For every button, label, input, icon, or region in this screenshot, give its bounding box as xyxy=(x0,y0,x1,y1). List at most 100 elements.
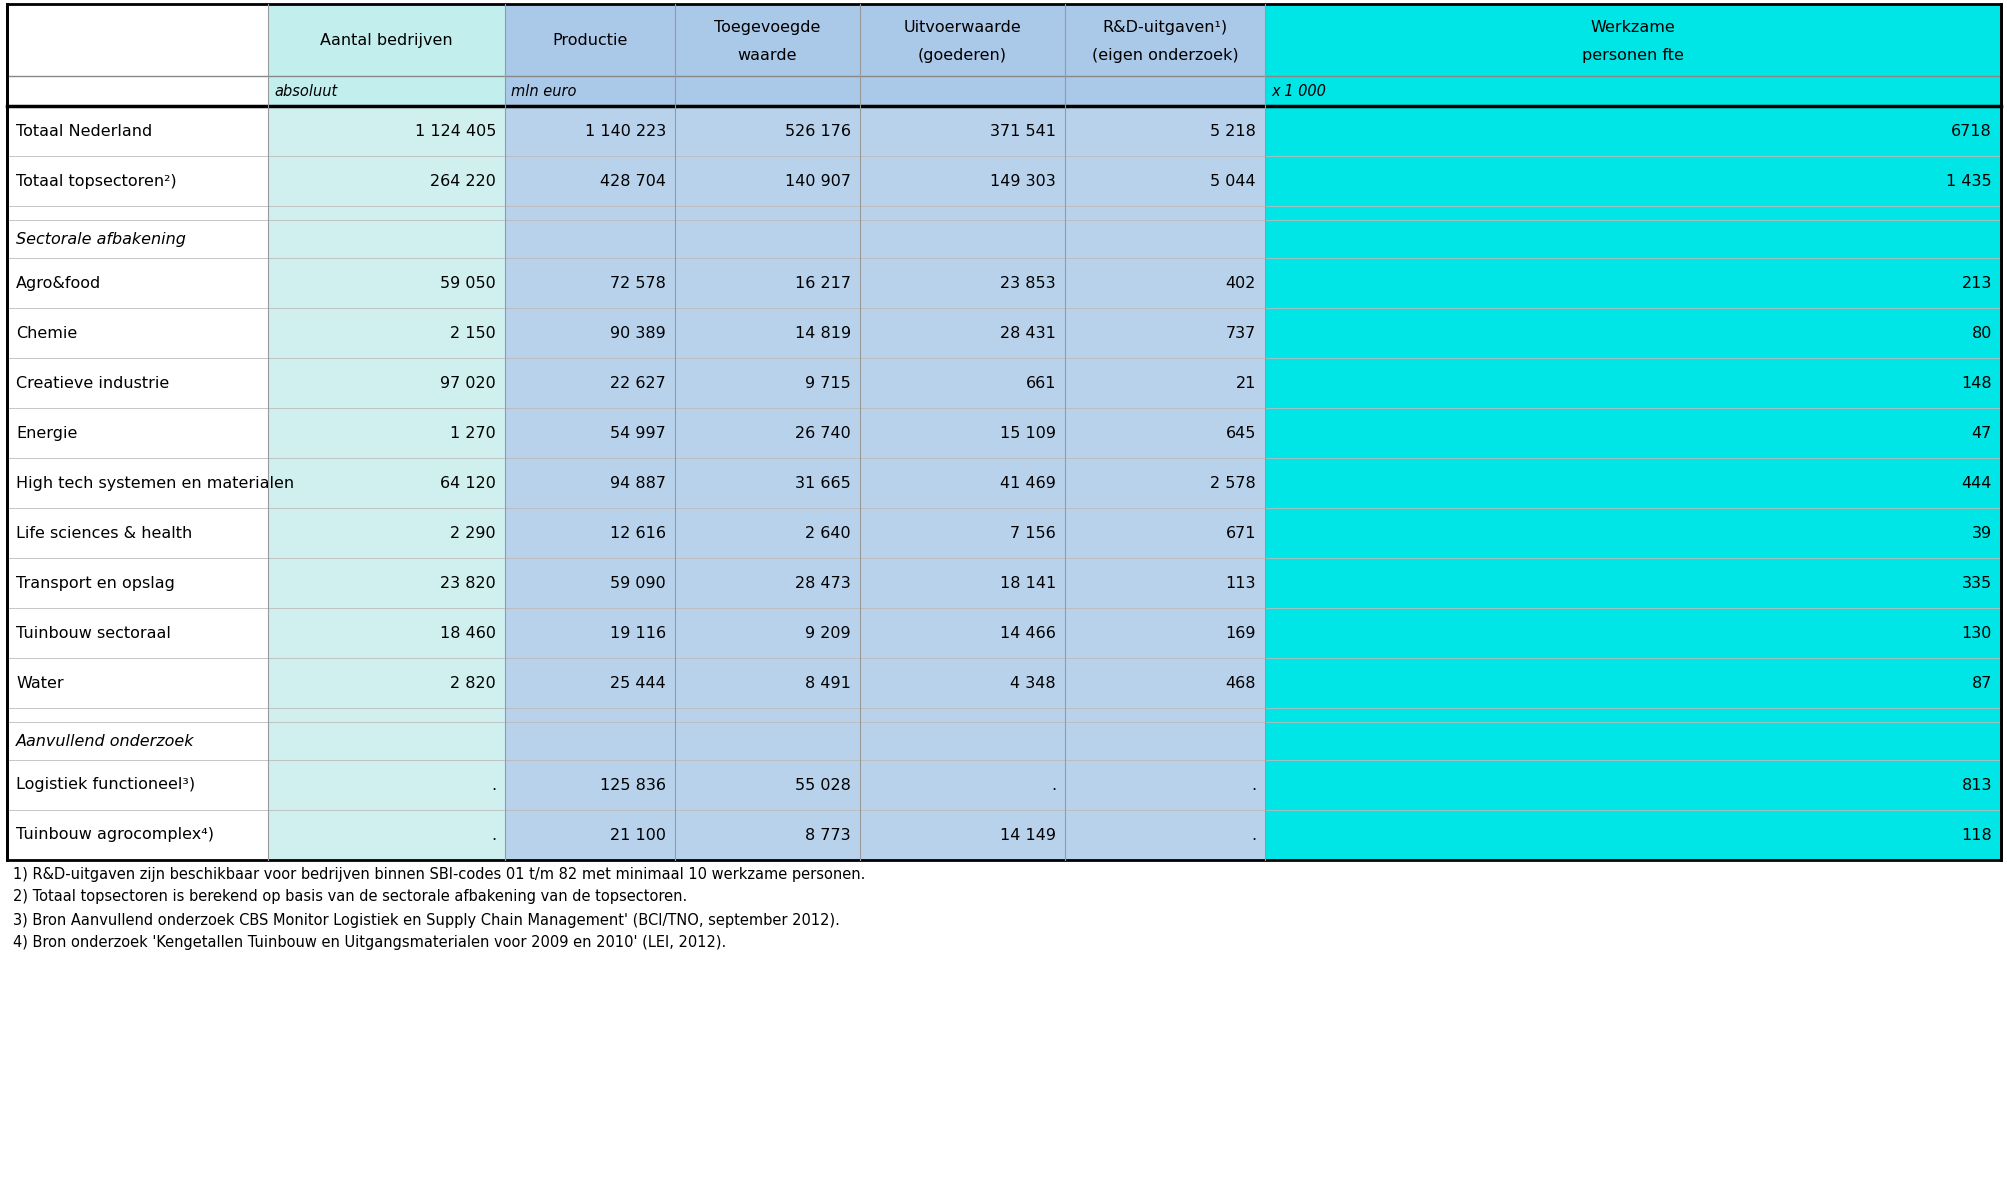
Bar xyxy=(674,508,859,558)
Bar xyxy=(6,458,267,508)
Text: Creatieve industrie: Creatieve industrie xyxy=(16,375,169,391)
Bar xyxy=(1264,308,2001,358)
Text: 113: 113 xyxy=(1224,576,1254,590)
Bar xyxy=(1064,760,1264,810)
Bar xyxy=(504,722,674,760)
Bar xyxy=(1064,508,1264,558)
Text: 213: 213 xyxy=(1961,276,1991,290)
Text: 15 109: 15 109 xyxy=(999,425,1056,441)
Text: Productie: Productie xyxy=(552,32,628,48)
Bar xyxy=(674,722,859,760)
Bar xyxy=(674,707,859,722)
Text: Energie: Energie xyxy=(16,425,78,441)
Bar xyxy=(674,4,859,76)
Text: 1 140 223: 1 140 223 xyxy=(584,123,666,139)
Text: mln euro: mln euro xyxy=(510,84,576,98)
Text: 4 348: 4 348 xyxy=(1010,675,1056,691)
Text: 169: 169 xyxy=(1224,625,1254,641)
Bar xyxy=(6,658,267,707)
Bar xyxy=(1064,206,1264,220)
Bar xyxy=(1264,558,2001,608)
Bar xyxy=(674,760,859,810)
Text: 21: 21 xyxy=(1234,375,1254,391)
Text: 14 819: 14 819 xyxy=(795,325,851,341)
Text: 402: 402 xyxy=(1224,276,1254,290)
Text: Uitvoerwaarde: Uitvoerwaarde xyxy=(903,20,1022,36)
Text: 18 141: 18 141 xyxy=(999,576,1056,590)
Bar xyxy=(1264,206,2001,220)
Bar xyxy=(504,308,674,358)
Text: 4) Bron onderzoek 'Kengetallen Tuinbouw en Uitgangsmaterialen voor 2009 en 2010': 4) Bron onderzoek 'Kengetallen Tuinbouw … xyxy=(12,936,727,950)
Bar xyxy=(859,4,1064,76)
Bar xyxy=(1064,358,1264,407)
Text: 23 820: 23 820 xyxy=(440,576,496,590)
Bar xyxy=(267,608,504,658)
Text: (eigen onderzoek): (eigen onderzoek) xyxy=(1092,48,1238,63)
Text: 14 149: 14 149 xyxy=(999,827,1056,842)
Text: Life sciences & health: Life sciences & health xyxy=(16,526,193,540)
Bar xyxy=(267,458,504,508)
Bar xyxy=(6,4,267,76)
Text: Tuinbouw agrocomplex⁴): Tuinbouw agrocomplex⁴) xyxy=(16,827,215,842)
Bar xyxy=(6,4,2001,860)
Text: 97 020: 97 020 xyxy=(440,375,496,391)
Bar xyxy=(267,722,504,760)
Text: 2 820: 2 820 xyxy=(450,675,496,691)
Text: 14 466: 14 466 xyxy=(999,625,1056,641)
Text: 1 270: 1 270 xyxy=(450,425,496,441)
Bar xyxy=(6,157,267,206)
Bar xyxy=(6,722,267,760)
Text: 1 124 405: 1 124 405 xyxy=(413,123,496,139)
Text: High tech systemen en materialen: High tech systemen en materialen xyxy=(16,476,293,490)
Text: Totaal Nederland: Totaal Nederland xyxy=(16,123,153,139)
Bar xyxy=(6,308,267,358)
Text: absoluut: absoluut xyxy=(273,84,337,98)
Text: 87: 87 xyxy=(1971,675,1991,691)
Text: Tuinbouw sectoraal: Tuinbouw sectoraal xyxy=(16,625,171,641)
Bar xyxy=(267,407,504,458)
Bar xyxy=(859,220,1064,258)
Bar xyxy=(674,608,859,658)
Bar xyxy=(6,810,267,860)
Bar xyxy=(267,810,504,860)
Text: 8 491: 8 491 xyxy=(805,675,851,691)
Text: 21 100: 21 100 xyxy=(610,827,666,842)
Text: 7 156: 7 156 xyxy=(1010,526,1056,540)
Bar xyxy=(859,106,1064,157)
Text: 118: 118 xyxy=(1961,827,1991,842)
Bar xyxy=(1264,220,2001,258)
Bar xyxy=(859,810,1064,860)
Bar xyxy=(674,206,859,220)
Text: 8 773: 8 773 xyxy=(805,827,851,842)
Bar xyxy=(1064,76,1264,106)
Text: 125 836: 125 836 xyxy=(600,778,666,792)
Bar xyxy=(1064,258,1264,308)
Text: 55 028: 55 028 xyxy=(795,778,851,792)
Bar xyxy=(267,206,504,220)
Bar xyxy=(1264,407,2001,458)
Bar xyxy=(859,157,1064,206)
Bar xyxy=(6,407,267,458)
Text: 737: 737 xyxy=(1224,325,1254,341)
Bar xyxy=(1064,157,1264,206)
Text: .: . xyxy=(1250,827,1254,842)
Bar xyxy=(674,558,859,608)
Text: 22 627: 22 627 xyxy=(610,375,666,391)
Bar xyxy=(1264,658,2001,707)
Bar xyxy=(859,558,1064,608)
Bar xyxy=(504,558,674,608)
Text: 335: 335 xyxy=(1961,576,1991,590)
Bar xyxy=(504,407,674,458)
Bar xyxy=(674,358,859,407)
Bar xyxy=(674,658,859,707)
Text: 661: 661 xyxy=(1026,375,1056,391)
Bar xyxy=(674,106,859,157)
Bar xyxy=(674,810,859,860)
Text: 671: 671 xyxy=(1224,526,1254,540)
Bar xyxy=(267,508,504,558)
Bar xyxy=(6,76,267,106)
Text: 2 578: 2 578 xyxy=(1210,476,1254,490)
Text: 2 290: 2 290 xyxy=(450,526,496,540)
Bar xyxy=(859,308,1064,358)
Text: 59 050: 59 050 xyxy=(440,276,496,290)
